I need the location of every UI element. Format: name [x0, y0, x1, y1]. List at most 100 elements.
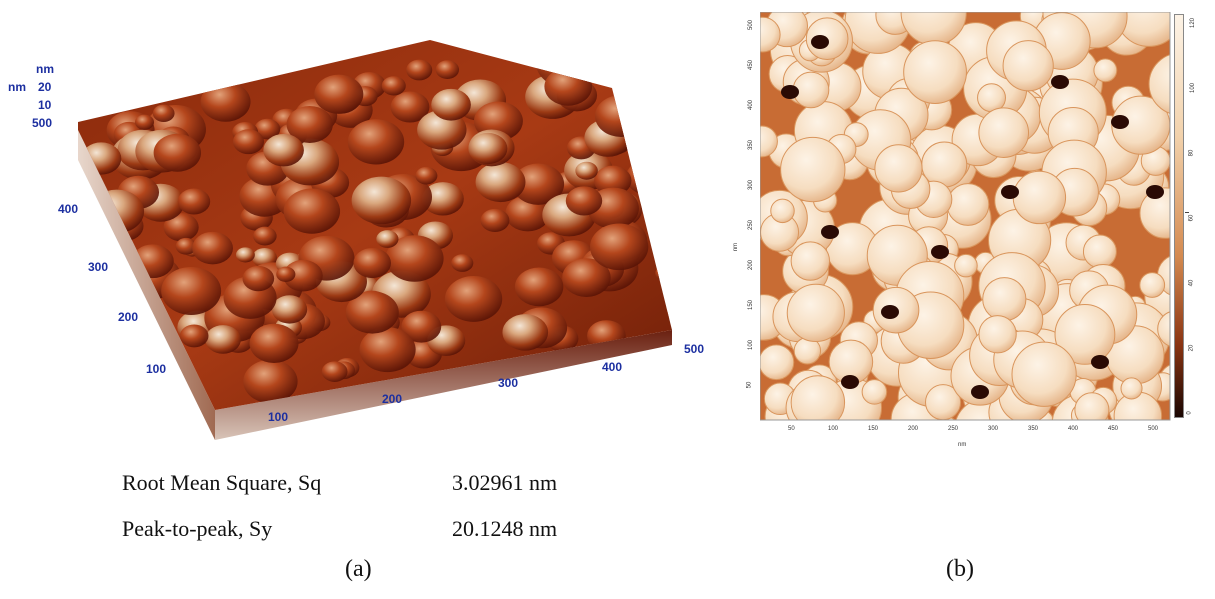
map-x-tick: 50	[788, 426, 795, 432]
colorbar-tick: 40	[1188, 279, 1195, 287]
surface-grain	[283, 188, 341, 234]
surface-grain	[254, 118, 281, 140]
x-axis-tick: 100	[268, 410, 289, 424]
surface-grain	[667, 290, 672, 332]
surface-grain	[177, 188, 211, 215]
map-grain	[1074, 392, 1110, 420]
map-y-tick: 200	[748, 259, 755, 271]
map-grain	[1093, 58, 1118, 83]
surface-grain	[376, 230, 399, 248]
surface-grain	[192, 231, 233, 265]
map-grain	[780, 136, 846, 203]
map-pit	[1146, 185, 1164, 199]
map-grain	[1082, 234, 1117, 269]
map-grain	[946, 183, 990, 226]
surface-grain	[359, 327, 416, 373]
colorbar-tick: 80	[1188, 149, 1195, 157]
surface-grain	[242, 265, 275, 292]
map-grain	[1157, 311, 1170, 347]
surface-grain	[512, 163, 565, 205]
surface-grain	[422, 182, 464, 216]
colorbar	[1174, 14, 1184, 418]
colorbar-tick: 120	[1190, 17, 1197, 29]
z-axis-unit-side: nm	[8, 80, 26, 94]
map-pit	[811, 35, 829, 49]
surface-grain	[249, 323, 299, 363]
surface-grain	[444, 276, 503, 322]
map-pit	[931, 245, 949, 259]
surface-grain	[655, 264, 672, 282]
surface-grain	[435, 60, 460, 79]
map-x-tick: 100	[828, 426, 839, 432]
stat-label: Peak-to-peak, Sy	[122, 516, 273, 541]
x-axis-tick: 300	[498, 376, 519, 390]
surface-grain	[401, 310, 442, 343]
map-grain	[760, 16, 781, 53]
surface-grain	[475, 162, 526, 203]
surface-grain	[243, 359, 298, 404]
map-y-tick: 400	[748, 99, 755, 111]
map-y-tick: 300	[748, 179, 755, 191]
y-axis-tick: 300	[88, 260, 109, 274]
map-grain	[790, 375, 846, 420]
surface-grain	[134, 114, 155, 130]
map-pit	[1001, 185, 1019, 199]
map-y-tick: 450	[748, 59, 755, 71]
z-axis-tick: 10	[38, 98, 52, 112]
map-x-tick: 250	[948, 426, 959, 432]
surface-grain	[390, 91, 430, 123]
surface-grain	[662, 264, 672, 287]
surface-grain	[406, 59, 433, 81]
surface-grain	[276, 266, 296, 283]
x-axis-tick: 500	[684, 342, 705, 356]
map-grain	[903, 40, 967, 104]
y-axis-unit: nm	[733, 242, 740, 252]
surface-grain	[152, 104, 175, 123]
surface-grain	[286, 105, 333, 143]
map-grain	[978, 315, 1017, 354]
map-grain	[1054, 303, 1116, 365]
stat-value: 20.1248 nm	[452, 516, 558, 541]
map-grain	[760, 344, 795, 381]
surface-grain	[161, 266, 222, 315]
surface-grain	[575, 161, 598, 180]
surface-grain	[564, 40, 611, 63]
surface-grain	[163, 213, 199, 242]
surface-grain	[562, 258, 611, 297]
map-grain	[1148, 54, 1170, 114]
surface-grain	[205, 325, 241, 354]
map-grain	[1139, 187, 1170, 239]
colorbar-tick-mark	[1185, 212, 1189, 213]
surface-grain	[271, 295, 308, 324]
afm-2d-map	[760, 12, 1171, 421]
surface-grain	[232, 129, 265, 155]
stat-row: Root Mean Square, Sq 3.02961 nm	[122, 470, 642, 504]
caption-b: (b)	[946, 556, 974, 582]
z-axis-tick: 500	[32, 116, 53, 130]
map-pit	[1111, 115, 1129, 129]
map-x-tick: 300	[988, 426, 999, 432]
surface-grain	[584, 40, 613, 56]
surface-grain	[347, 119, 405, 165]
x-axis-unit: nm	[958, 442, 967, 448]
map-y-tick: 250	[748, 219, 755, 231]
surface-grain	[345, 291, 399, 334]
surface-grain	[263, 133, 304, 167]
stat-value: 3.02961 nm	[452, 470, 558, 495]
map-grain	[790, 241, 831, 281]
map-grain	[1120, 377, 1143, 400]
figure-b: 500 450 400 350 300 250 200 150 100 50 nm 50 100 15…	[730, 0, 1215, 460]
map-pit	[881, 305, 899, 319]
surface-grain	[514, 267, 564, 307]
colorbar-tick: 20	[1188, 344, 1195, 352]
colorbar-tick: 0	[1186, 411, 1193, 415]
surface-grain	[321, 361, 348, 382]
map-grain	[760, 125, 778, 158]
surface-grain	[451, 254, 474, 272]
map-grain	[982, 277, 1027, 322]
stat-label: Root Mean Square, Sq	[122, 470, 322, 495]
map-x-tick: 350	[1028, 426, 1039, 432]
map-grain	[861, 379, 888, 405]
y-axis-tick: 100	[146, 362, 167, 376]
map-grain	[1002, 40, 1054, 92]
